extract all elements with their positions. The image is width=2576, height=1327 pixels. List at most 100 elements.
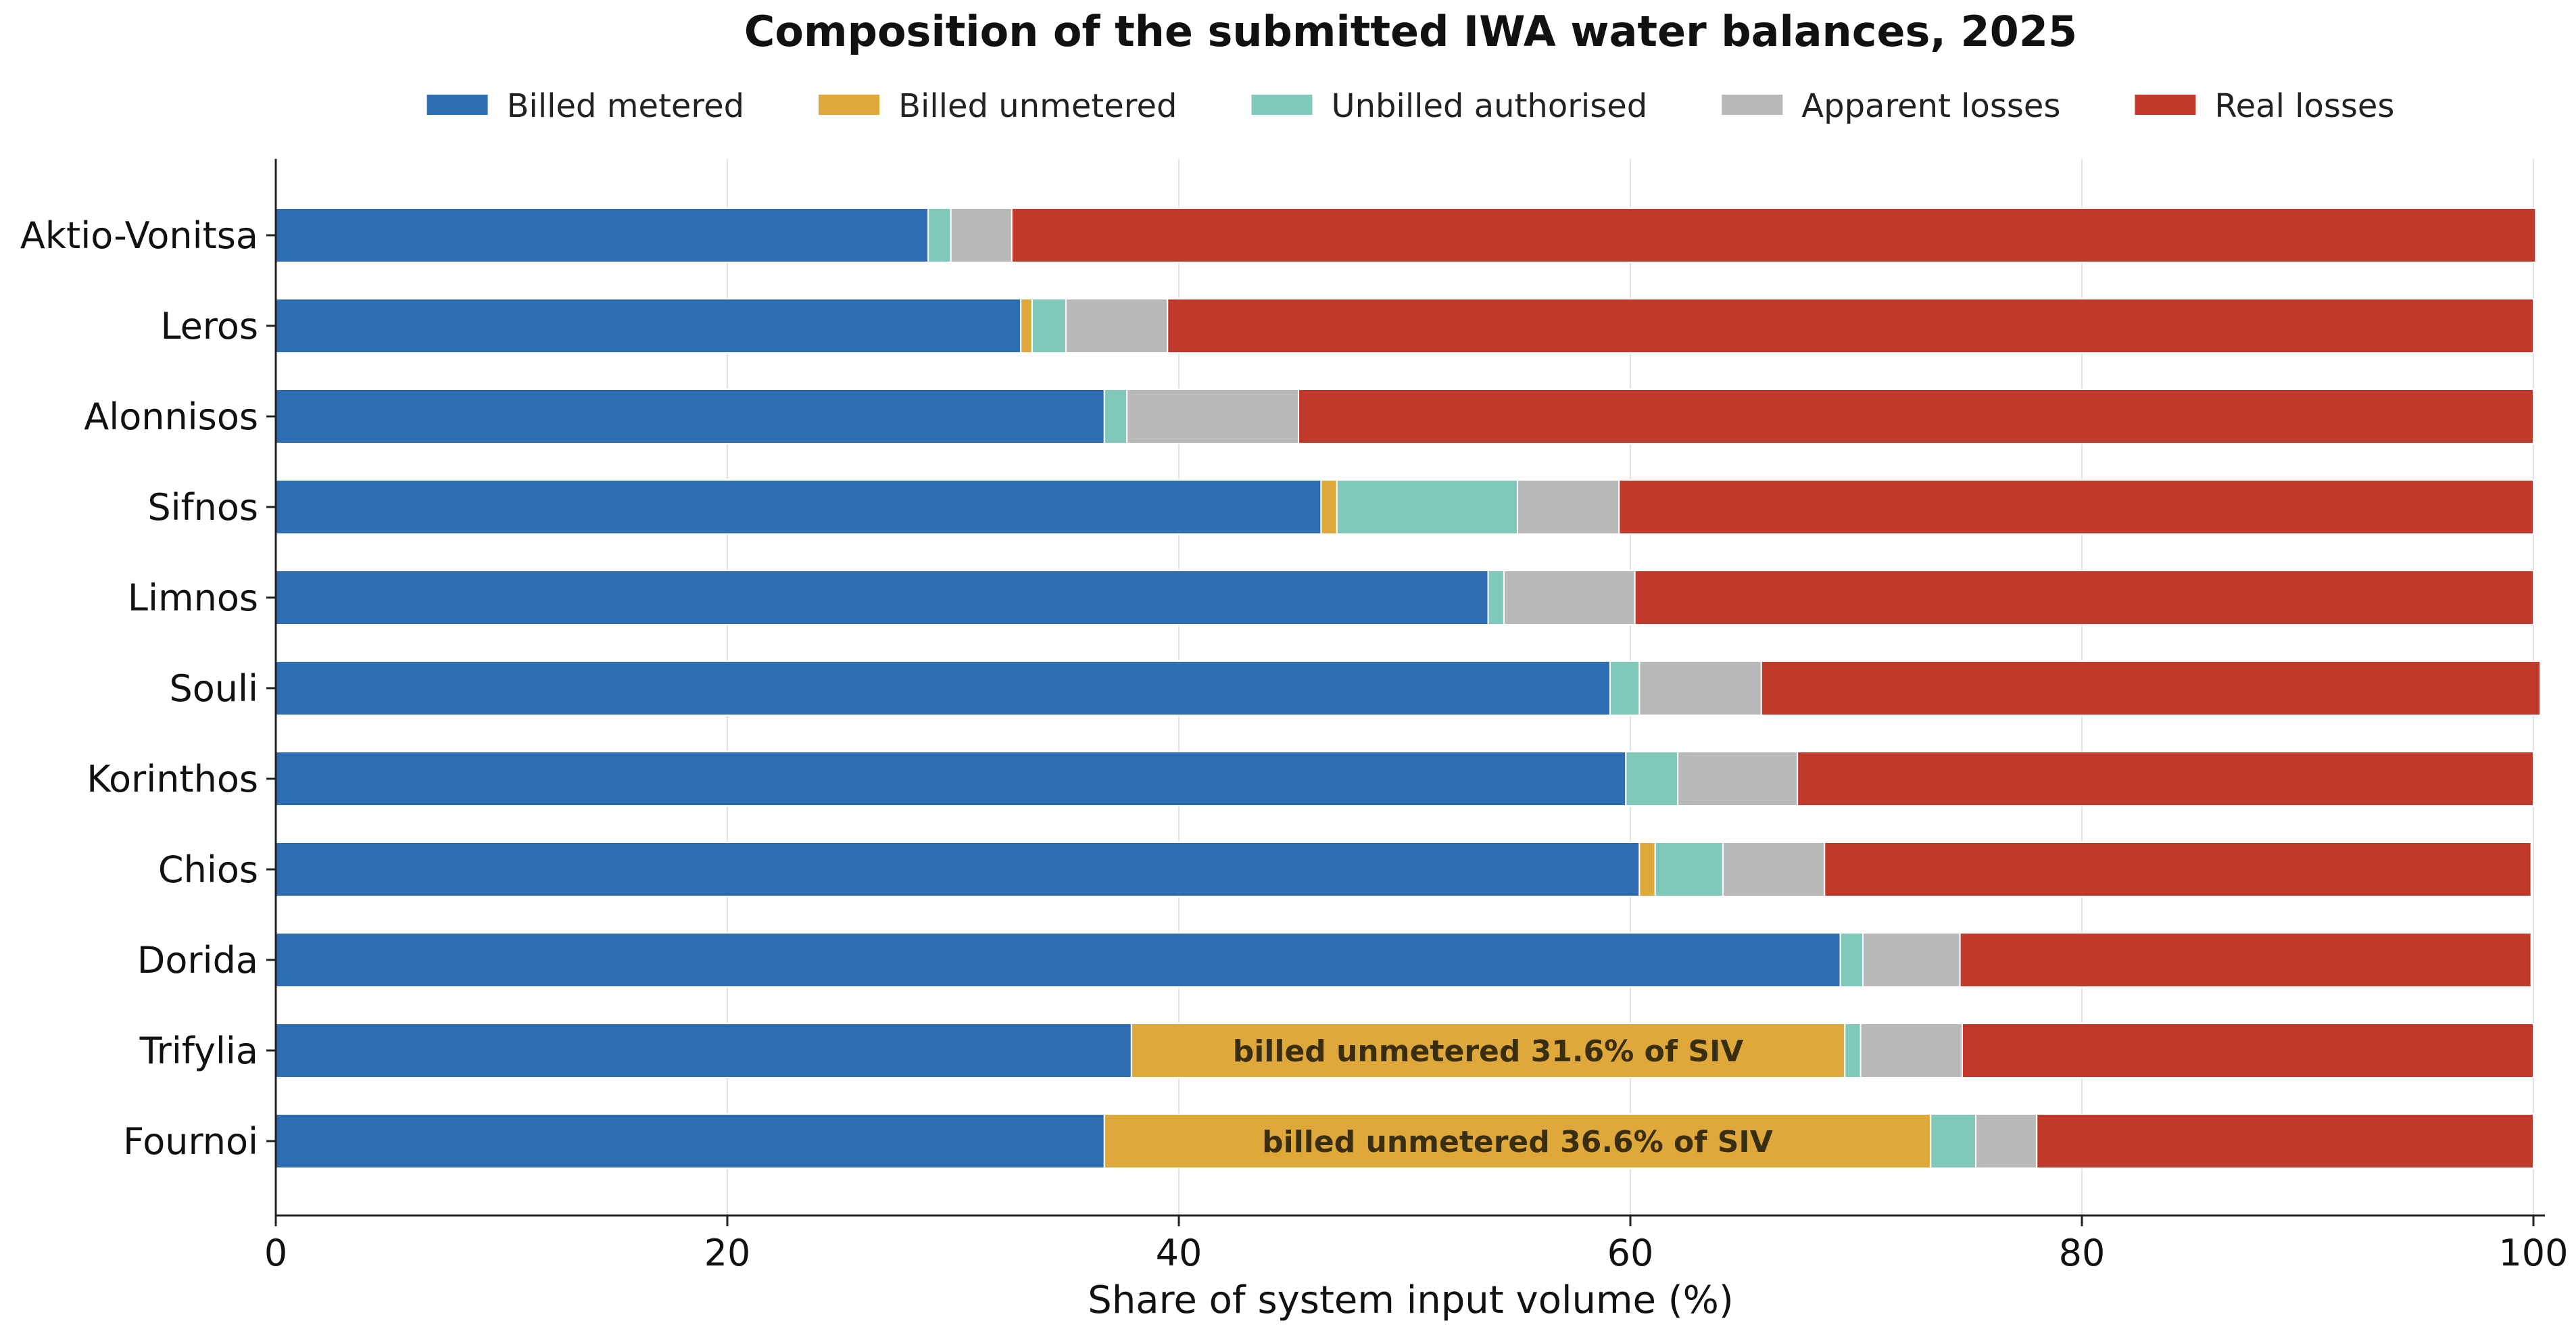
bar-segment-unbilled-authorised: [1654, 842, 1724, 897]
bar-segment-billed-unmetered: [1130, 1023, 1846, 1078]
y-category-label: Dorida: [137, 939, 258, 982]
y-category-label: Fournoi: [123, 1120, 258, 1163]
bar-segment-billed-metered: [275, 570, 1489, 625]
bar-group: [275, 479, 2534, 535]
bar-segment-billed-unmetered: [1638, 842, 1656, 897]
x-tick-label: 20: [704, 1232, 751, 1274]
legend-swatch: [2135, 95, 2196, 115]
x-tick-label: 0: [264, 1232, 287, 1274]
bar-segment-billed-metered: [275, 389, 1105, 444]
bar-segment-billed-metered: [275, 1113, 1105, 1169]
bar-segment-apparent-losses: [1638, 660, 1762, 716]
bar-group: [275, 751, 2534, 806]
bar-segment-unbilled-authorised: [1103, 389, 1128, 444]
bar-segment-apparent-losses: [1503, 570, 1636, 625]
bar-segment-apparent-losses: [1862, 932, 1961, 988]
x-axis-label: Share of system input volume (%): [1088, 1278, 1733, 1322]
bar-group: [275, 932, 2532, 988]
bar-segment-unbilled-authorised: [1625, 751, 1679, 806]
bar-segment-apparent-losses: [1860, 1023, 1963, 1078]
bar-annotation: billed unmetered 31.6% of SIV: [1233, 1034, 1744, 1069]
y-axis-labels: Aktio-Vonitsa Leros Alonnisos Sifnos Limnos S…: [20, 214, 276, 1163]
bar-segment-real-losses: [1011, 208, 2537, 263]
legend-swatch: [1722, 95, 1783, 115]
x-tick-label: 60: [1607, 1232, 1654, 1274]
bar-segment-billed-metered: [275, 751, 1627, 806]
bar-segment-real-losses: [1797, 751, 2534, 806]
bar-segment-real-losses: [1298, 389, 2534, 444]
chart-title: Composition of the submitted IWA water b…: [744, 7, 2077, 56]
x-tick-label: 40: [1156, 1232, 1202, 1274]
legend-item: Unbilled authorised: [1251, 87, 1647, 125]
bar-segment-billed-metered: [275, 660, 1611, 716]
x-tick-label: 100: [2498, 1232, 2568, 1274]
bar-segment-unbilled-authorised: [1609, 660, 1641, 716]
y-category-label: Korinthos: [87, 758, 258, 800]
bar-group: [275, 660, 2542, 716]
legend-item: Apparent losses: [1722, 87, 2060, 125]
bar-segment-billed-metered: [275, 298, 1022, 354]
bar-segment-unbilled-authorised: [1844, 1023, 1862, 1078]
legend-item: Billed metered: [427, 87, 745, 125]
y-category-label: Leros: [160, 305, 258, 347]
bar-segment-billed-metered: [275, 479, 1322, 535]
y-category-label: Chios: [158, 848, 258, 891]
y-category-label: Aktio-Vonitsa: [20, 214, 258, 257]
bar-segment-billed-metered: [275, 932, 1841, 988]
bar-segment-real-losses: [1167, 298, 2534, 354]
bar-segment-billed-unmetered: [1320, 479, 1338, 535]
bar-segment-unbilled-authorised: [1930, 1113, 1977, 1169]
legend-swatch: [427, 95, 488, 115]
legend: Billed metered Billed unmetered Unbilled a…: [427, 87, 2394, 125]
y-category-label: Limnos: [128, 577, 258, 619]
y-category-label: Trifylia: [139, 1030, 258, 1072]
bar-group: [275, 1023, 2534, 1078]
x-tick-label: 80: [2059, 1232, 2106, 1274]
legend-swatch: [1251, 95, 1313, 115]
bar-group: [275, 570, 2534, 625]
bar-annotation: billed unmetered 36.6% of SIV: [1262, 1125, 1773, 1159]
bar-group: [275, 842, 2532, 897]
bar-segment-unbilled-authorised: [1839, 932, 1864, 988]
bar-segment-real-losses: [1760, 660, 2542, 716]
bar-segment-real-losses: [1959, 932, 2532, 988]
bar-segment-apparent-losses: [1065, 298, 1169, 354]
bar-segment-unbilled-authorised: [1487, 570, 1505, 625]
bar-segment-unbilled-authorised: [1336, 479, 1519, 535]
bar-segment-billed-unmetered: [1103, 1113, 1932, 1169]
legend-label: Real losses: [2214, 87, 2394, 125]
bars: [275, 208, 2542, 1169]
bar-group: [275, 389, 2534, 444]
bar-segment-billed-metered: [275, 842, 1641, 897]
x-axis-ticks: 0 20 40 60 80 100: [264, 1215, 2569, 1274]
bar-segment-apparent-losses: [1722, 842, 1826, 897]
legend-label: Billed unmetered: [898, 87, 1177, 125]
y-category-label: Alonnisos: [84, 395, 258, 438]
bar-segment-real-losses: [1634, 570, 2534, 625]
bar-segment-unbilled-authorised: [927, 208, 952, 263]
bar-segment-billed-metered: [275, 208, 929, 263]
legend-item: Real losses: [2135, 87, 2394, 125]
bar-segment-unbilled-authorised: [1031, 298, 1067, 354]
legend-label: Billed metered: [507, 87, 745, 125]
bar-segment-real-losses: [1961, 1023, 2534, 1078]
bar-segment-apparent-losses: [950, 208, 1013, 263]
bar-segment-real-losses: [1618, 479, 2534, 535]
bar-segment-real-losses: [1824, 842, 2532, 897]
bar-segment-real-losses: [2036, 1113, 2534, 1169]
y-category-label: Souli: [169, 667, 258, 710]
legend-swatch: [819, 95, 880, 115]
bar-segment-billed-unmetered: [1020, 298, 1033, 354]
bar-group: [275, 298, 2534, 354]
bar-segment-apparent-losses: [1517, 479, 1620, 535]
bar-segment-billed-metered: [275, 1023, 1132, 1078]
legend-item: Billed unmetered: [819, 87, 1177, 125]
bar-segment-apparent-losses: [1677, 751, 1799, 806]
bar-segment-apparent-losses: [1975, 1113, 2038, 1169]
annotations: billed unmetered 31.6% of SIV billed unme…: [1233, 1034, 1773, 1159]
bar-group: [275, 1113, 2534, 1169]
y-category-label: Sifnos: [147, 486, 258, 529]
bar-segment-apparent-losses: [1126, 389, 1300, 444]
legend-label: Unbilled authorised: [1331, 87, 1647, 125]
